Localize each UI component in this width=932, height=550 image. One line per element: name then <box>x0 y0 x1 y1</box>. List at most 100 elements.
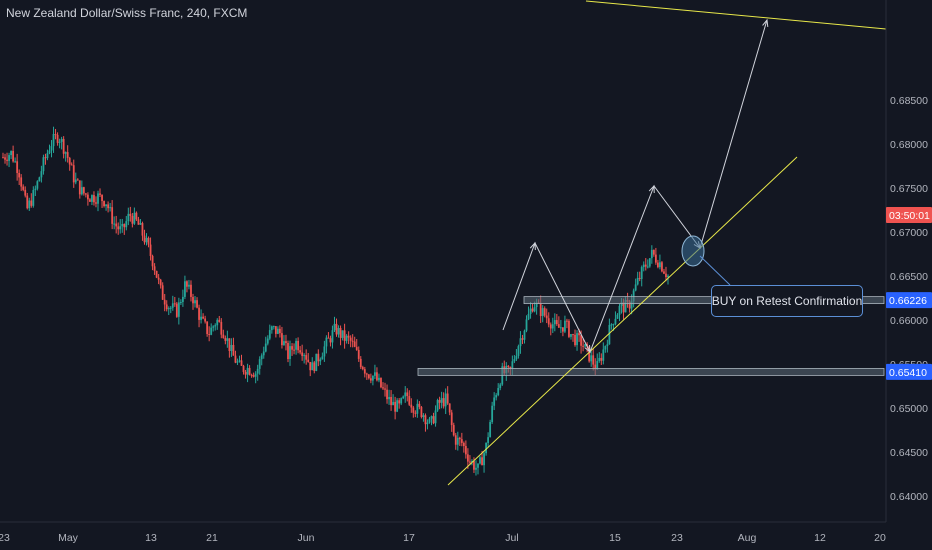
candle-body <box>462 442 465 447</box>
candle <box>566 318 568 329</box>
candle <box>20 174 23 191</box>
candle-body <box>382 387 384 389</box>
candle <box>475 460 477 476</box>
candle <box>177 297 180 325</box>
candle <box>78 180 81 199</box>
candle-body <box>396 400 399 412</box>
candle <box>169 305 172 314</box>
candle <box>36 180 39 191</box>
candle <box>406 388 409 402</box>
candle <box>113 216 116 230</box>
price-tick: 0.64500 <box>890 447 928 459</box>
time-label: Aug <box>738 532 757 544</box>
candle-body <box>471 461 473 463</box>
time-label: 23 <box>671 532 683 544</box>
candle-body <box>454 435 457 445</box>
candle <box>436 398 439 412</box>
candle <box>266 335 269 346</box>
candle-body <box>244 371 247 375</box>
candle <box>145 233 148 246</box>
candle <box>80 180 83 196</box>
candle <box>618 303 621 322</box>
candle <box>487 432 490 448</box>
candle-body <box>287 343 289 360</box>
candle-body <box>107 204 110 209</box>
candle <box>667 274 669 285</box>
candle-body <box>434 410 437 424</box>
candle-body <box>475 467 477 470</box>
candle <box>105 204 107 211</box>
arrow-head <box>529 241 536 251</box>
candle <box>131 213 134 228</box>
candle <box>70 162 73 166</box>
candle-body <box>497 388 500 396</box>
candle-body <box>412 407 415 413</box>
candle-body <box>34 188 37 190</box>
candle <box>173 296 176 307</box>
candles-layer <box>2 126 669 476</box>
buy-callout[interactable]: BUY on Retest Confirmation <box>711 285 863 317</box>
candle <box>543 306 546 318</box>
time-label: 15 <box>609 532 621 544</box>
candle-body <box>270 326 273 331</box>
candle-body <box>659 262 661 268</box>
candle <box>252 372 255 378</box>
candle-body <box>260 355 263 360</box>
candle-body <box>317 353 320 362</box>
candle-body <box>26 195 29 209</box>
candle <box>58 138 61 149</box>
price-tick: 0.64000 <box>890 491 928 503</box>
candle-body <box>464 446 467 455</box>
candle <box>515 349 518 361</box>
candle <box>351 334 354 348</box>
candle <box>598 352 601 363</box>
candle <box>574 329 576 347</box>
candle-body <box>568 320 570 337</box>
candle-body <box>254 373 257 377</box>
candle <box>218 315 221 323</box>
candle-body <box>252 375 255 377</box>
candle <box>34 185 37 196</box>
candle <box>663 268 665 275</box>
candle-body <box>276 328 279 334</box>
time-label: 17 <box>403 532 415 544</box>
candle <box>313 360 316 374</box>
candle <box>412 405 415 418</box>
candle-body <box>608 324 611 345</box>
candle-body <box>402 396 405 399</box>
candle <box>133 207 136 225</box>
candle-body <box>2 157 4 159</box>
candle <box>456 431 459 451</box>
retest-marker <box>681 235 705 267</box>
candle <box>319 357 322 366</box>
candle <box>260 353 263 366</box>
candle-body <box>426 422 429 425</box>
candle <box>604 345 607 353</box>
candle <box>491 401 494 424</box>
candle <box>339 325 342 346</box>
candle-body <box>93 195 95 203</box>
candle <box>149 237 152 261</box>
candle-body <box>181 296 184 302</box>
candle <box>115 215 118 234</box>
candle <box>341 330 344 341</box>
candle <box>181 289 184 307</box>
candle-body <box>460 439 463 443</box>
candle <box>101 194 103 209</box>
candle <box>343 323 346 349</box>
candle-body <box>12 150 15 162</box>
candle-body <box>198 307 200 320</box>
arrow-head <box>762 18 769 28</box>
candle <box>14 157 17 163</box>
candle <box>161 282 164 300</box>
candle-body <box>117 226 120 230</box>
candle <box>513 355 516 364</box>
candle-body <box>91 195 93 202</box>
candle-body <box>345 335 348 341</box>
candle-body <box>574 334 576 346</box>
candle-body <box>76 179 79 181</box>
candle-body <box>519 338 522 347</box>
candle-body <box>481 457 483 466</box>
candle <box>4 153 6 164</box>
